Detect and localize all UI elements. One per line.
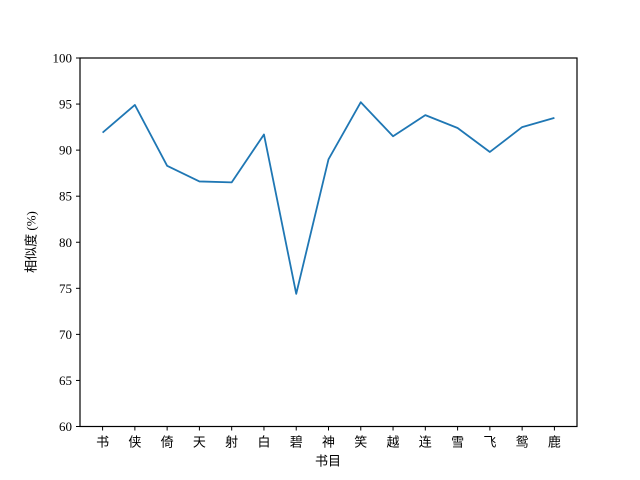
y-tick-label: 75: [59, 281, 72, 296]
y-tick-label: 65: [59, 373, 72, 388]
x-tick-label: 射: [225, 435, 238, 450]
x-tick-label: 鹿: [548, 435, 561, 450]
x-tick-label: 书: [96, 435, 109, 450]
x-tick-label: 连: [419, 435, 432, 450]
y-tick-label: 100: [53, 51, 73, 66]
x-tick-label: 侠: [128, 435, 141, 450]
y-tick-label: 85: [59, 189, 72, 204]
y-axis-title: 相似度 (%): [23, 211, 39, 273]
y-tick-label: 95: [59, 97, 72, 112]
y-tick-label: 70: [59, 327, 72, 342]
x-tick-label: 鸳: [516, 435, 529, 450]
x-tick-label: 天: [193, 435, 206, 450]
x-tick-label: 白: [257, 435, 270, 450]
y-tick-label: 60: [59, 419, 72, 434]
plot-border: [79, 57, 578, 428]
x-axis-title: 书目: [314, 453, 342, 469]
x-tick-label: 碧: [290, 435, 303, 450]
data-line-相似度: [102, 101, 555, 295]
x-tick-label: 飞: [483, 435, 496, 450]
x-tick-label: 笑: [354, 435, 367, 450]
x-tick-label: 倚: [161, 435, 174, 450]
x-tick-label: 雪: [451, 435, 464, 450]
y-tick-label: 90: [59, 143, 72, 158]
x-tick-label: 越: [387, 435, 400, 450]
y-tick-label: 80: [59, 235, 72, 250]
x-tick-label: 神: [322, 435, 335, 450]
